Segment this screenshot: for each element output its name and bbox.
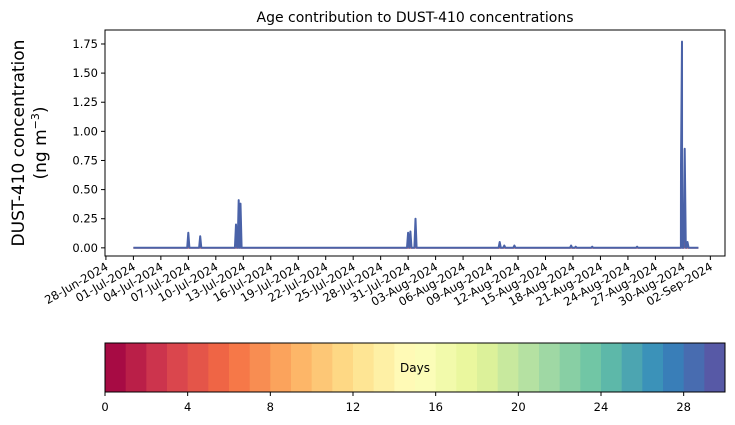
y-tick-label: 0.75 [72,153,98,167]
colorbar-swatch [373,343,395,392]
colorbar-swatch [229,343,251,392]
colorbar-swatch [291,343,313,392]
colorbar-swatch [559,343,581,392]
colorbar-frame [104,342,726,393]
colorbar-tick-label: 20 [511,400,526,414]
colorbar-tick-label: 16 [428,400,443,414]
colorbar-swatch [125,343,147,392]
colorbar-swatch [601,343,623,392]
y-tick-label: 1.00 [72,124,98,138]
colorbar-swatch [208,343,230,392]
colorbar-swatch [663,343,685,392]
colorbar-swatch [621,343,643,392]
colorbar-swatch [518,343,540,392]
colorbar-swatch [353,343,375,392]
y-units-base: (ng m [31,129,51,179]
y-tick-label: 1.75 [72,37,98,51]
colorbar-swatch [497,343,519,392]
colorbar-swatch [105,343,127,392]
colorbar-swatch [311,343,333,392]
colorbar-swatch [249,343,271,392]
colorbar-swatch [270,343,292,392]
colorbar-swatch [704,343,726,392]
y-tick-label: 1.50 [72,66,98,80]
chart-title: Age contribution to DUST-410 concentrati… [257,10,574,26]
colorbar-swatch [642,343,664,392]
colorbar-tick-label: 0 [101,400,108,414]
colorbar-swatch [435,343,457,392]
colorbar-swatch [332,343,354,392]
colorbar-swatch [539,343,561,392]
y-units-close: ) [31,106,51,113]
x-axis: 28-Jun-202401-Jul-202404-Jul-202407-Jul-… [42,256,715,309]
colorbar-swatch [415,343,437,392]
colorbar-swatch [456,343,478,392]
colorbar-swatch [187,343,209,392]
colorbar: 0 4 8 12 16 20 24 28 [101,342,726,414]
colorbar-label: Days [400,361,430,375]
y-axis: 0.00 0.25 0.50 0.75 1.00 1.25 1.50 1.75 [72,37,105,255]
colorbar-swatch [394,343,416,392]
colorbar-swatch [683,343,705,392]
y-axis-units: (ng m−3) [29,106,51,179]
y-axis-label-line1: DUST-410 concentration [9,40,29,247]
series-lines [133,40,699,249]
colorbar-swatch [580,343,602,392]
y-axis-label: DUST-410 concentration [9,40,29,247]
colorbar-tick-label: 28 [676,400,691,414]
colorbar-tick-label: 12 [346,400,361,414]
y-tick-label: 1.25 [72,95,98,109]
series-line [133,40,699,249]
colorbar-tick-label: 8 [267,400,274,414]
colorbar-swatch [146,343,168,392]
colorbar-tick-label: 4 [184,400,191,414]
plot-frame [104,29,726,257]
y-tick-label: 0.00 [72,241,98,255]
colorbar-tick-label: 24 [594,400,609,414]
y-units-sup: −3 [29,113,42,129]
colorbar-swatch [167,343,189,392]
y-tick-label: 0.25 [72,212,98,226]
y-tick-label: 0.50 [72,183,98,197]
colorbar-swatch [477,343,499,392]
